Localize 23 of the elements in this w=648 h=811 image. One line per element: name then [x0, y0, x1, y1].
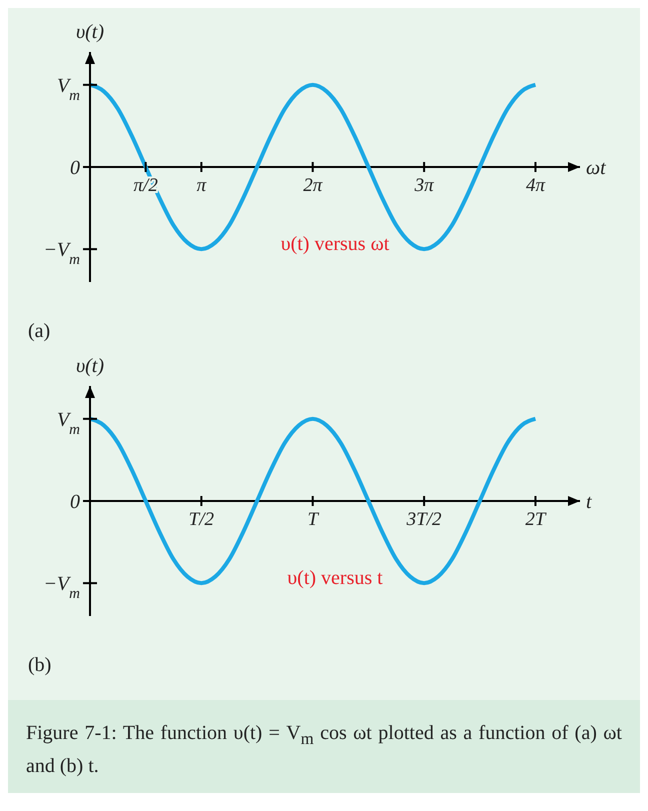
text: (a): [27, 319, 52, 344]
x-tick-label: 2T: [525, 509, 547, 530]
y-axis-title: υ(t): [76, 355, 104, 377]
text: 0: [70, 157, 80, 179]
x-tick-label: 2π: [303, 175, 323, 196]
text: 0: [70, 491, 80, 513]
text: Figure 7-1: The function υ(t) = V$_{m}$ cos ωt plotted as a function of (a) ωt and (b) t.: [26, 722, 622, 777]
x-axis-title: ωt: [586, 157, 606, 179]
x-tick-label: π: [196, 175, 207, 196]
x-tick-label: T/2: [188, 509, 215, 530]
annotation: υ(t) versus t: [287, 566, 384, 589]
x-tick-label: 3π: [414, 175, 434, 196]
annotation: υ(t) versus ωt: [280, 232, 390, 255]
x-tick-label: 3T/2: [406, 509, 442, 530]
y-axis-title: υ(t): [76, 21, 104, 43]
text: (b): [27, 653, 52, 678]
text: V$_{m}$: [56, 74, 80, 104]
x-axis-title: t: [586, 491, 592, 513]
text: −V$_{m}$: [43, 239, 80, 268]
text: −V$_{m}$: [43, 573, 80, 602]
text: V$_{m}$: [56, 408, 80, 438]
x-tick-label: T: [307, 509, 320, 530]
x-tick-label: 4π: [526, 175, 546, 196]
